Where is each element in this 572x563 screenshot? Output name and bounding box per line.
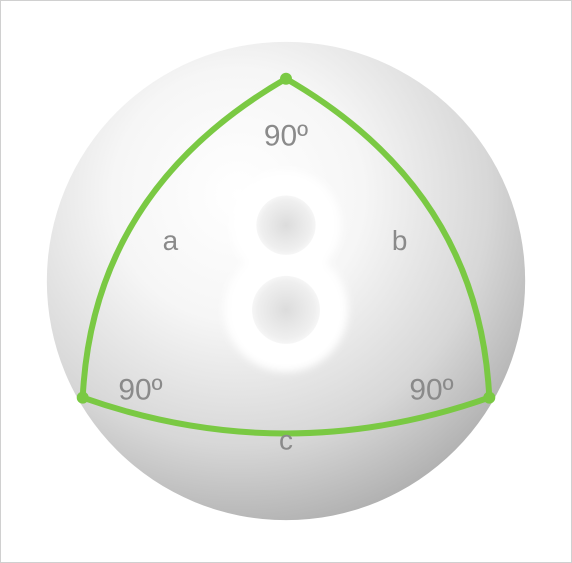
side-label-a: a bbox=[163, 225, 179, 256]
vertex-right bbox=[483, 392, 495, 404]
diagram-frame: 90º 90º 90º a b c bbox=[0, 0, 572, 563]
angle-label-right: 90º bbox=[409, 374, 453, 407]
vertex-left bbox=[77, 392, 89, 404]
vertex-top bbox=[280, 73, 292, 85]
angle-label-left: 90º bbox=[118, 374, 162, 407]
spherical-triangle-diagram: 90º 90º 90º a b c bbox=[1, 0, 571, 563]
side-label-b: b bbox=[392, 225, 408, 256]
angle-label-top: 90º bbox=[264, 119, 308, 152]
side-label-c: c bbox=[279, 424, 293, 455]
specular-highlight bbox=[231, 177, 341, 364]
